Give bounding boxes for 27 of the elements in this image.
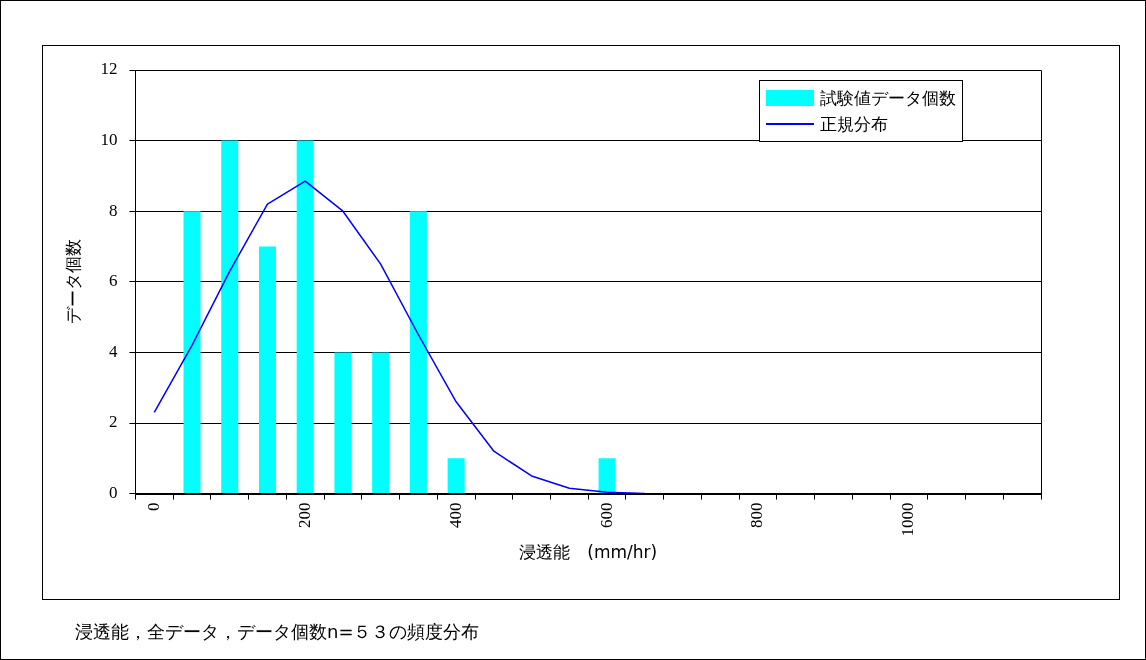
bar [447,458,465,494]
x-tick-label: 200 [294,502,314,529]
x-tick-label: 1000 [898,502,918,537]
bar [258,246,276,494]
x-axis-title: 浸透能 (mm/hr) [519,542,658,563]
bar [221,140,239,494]
y-tick-label: 4 [108,341,118,361]
y-tick-label: 12 [100,59,118,79]
bar [598,458,616,494]
y-tick-label: 2 [108,412,118,432]
x-tick-label: 800 [747,502,767,529]
x-tick-label: 0 [143,502,163,512]
bar [183,211,201,494]
text: 浸透能，全データ，データ個数n=５３の頻度分布 [75,620,480,644]
x-tick-label: 600 [596,502,616,529]
bar [409,211,427,494]
legend-label: 正規分布 [820,112,888,136]
x-tick-label: 400 [445,502,465,529]
bar [372,352,390,494]
y-tick-label: 6 [108,271,118,291]
bar [296,140,314,494]
y-axis-title: データ個数 [62,239,83,325]
bar [334,352,352,494]
y-tick-label: 10 [100,130,118,150]
legend-label: 試験値データ個数 [820,86,956,110]
y-tick-label: 0 [108,483,118,503]
y-tick-label: 8 [108,200,118,220]
